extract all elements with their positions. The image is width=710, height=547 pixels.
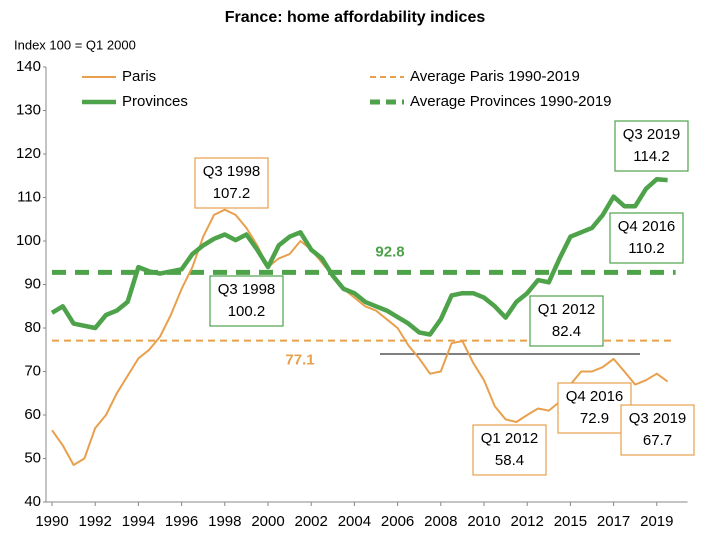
y-tick-label: 40 [24,493,41,510]
annotation: Q3 1998 100.2 [209,275,284,327]
annotation-box [209,275,284,327]
y-tick-label: 130 [16,101,41,118]
annotation: Q1 2012 82.4 [529,295,604,347]
annotation: Q1 2012 58.4 [472,424,547,476]
y-tick-label: 120 [16,145,41,162]
y-axis-label: Index 100 = Q1 2000 [14,37,136,52]
annotation-value: 67.7 [643,432,672,449]
legend-label: Paris [122,68,156,85]
annotation-value: 100.2 [228,303,266,320]
annotation-period: Q4 2016 [618,218,676,235]
x-tick-label: 2004 [338,513,371,530]
x-tick-label: 2006 [381,513,414,530]
annotation-period: Q1 2012 [481,430,539,447]
annotation-value: 110.2 [628,240,664,257]
average-label: 92.8 [375,243,404,260]
y-tick-label: 140 [16,58,41,75]
x-tick-label: 2017 [597,513,630,530]
annotation: Q4 2016 110.2 [609,212,684,264]
x-tick-label: 2015 [554,513,587,530]
annotation-period: Q1 2012 [538,301,596,318]
average-label: 77.1 [285,352,314,369]
x-tick-label: 1990 [35,513,68,530]
x-tick-label: 2012 [511,513,544,530]
annotation-value: 58.4 [495,452,524,469]
x-tick-label: 1994 [122,513,155,530]
series-line [50,176,668,337]
annotation: Q3 2019 67.7 [620,404,695,456]
annotation-value: 82.4 [552,323,581,340]
legend-label: Provinces [122,93,188,110]
annotation-box [194,157,269,209]
legend-label: Average Paris 1990-2019 [410,68,580,85]
annotation-box [472,424,547,476]
y-tick-label: 60 [24,406,41,423]
annotation-period: Q4 2016 [566,388,624,405]
chart-title: France: home affordability indices [225,9,486,26]
annotation-period: Q3 1998 [218,281,276,298]
annotation-period: Q3 2019 [623,126,681,143]
y-tick-label: 80 [24,319,41,336]
annotation-box [620,404,695,456]
x-tick-label: 2002 [295,513,328,530]
x-tick-label: 2008 [424,513,457,530]
y-tick-label: 90 [24,275,41,292]
x-tick-label: 1998 [208,513,241,530]
annotation: Q4 2016 72.9 [557,382,632,434]
annotation-value: 72.9 [580,410,609,427]
annotation-value: 114.2 [633,148,669,165]
x-tick-label: 1992 [79,513,112,530]
annotation-period: Q3 2019 [629,410,687,427]
annotation-box [609,212,684,264]
annotation-period: Q3 1998 [203,163,261,180]
annotation: Q3 1998 107.2 [194,157,269,209]
x-tick-label: 2010 [467,513,500,530]
legend-label: Average Provinces 1990-2019 [410,93,612,110]
y-tick-label: 110 [17,188,41,205]
y-tick-label: 100 [16,232,41,249]
y-tick-label: 70 [24,362,41,379]
annotation-box [614,120,689,172]
annotation-value: 107.2 [213,185,251,202]
annotation: Q3 2019 114.2 [614,120,689,172]
x-tick-label: 1996 [165,513,198,530]
annotation-box [529,295,604,347]
x-tick-label: 2019 [640,513,673,530]
y-tick-label: 50 [24,449,41,466]
x-tick-label: 2000 [251,513,284,530]
